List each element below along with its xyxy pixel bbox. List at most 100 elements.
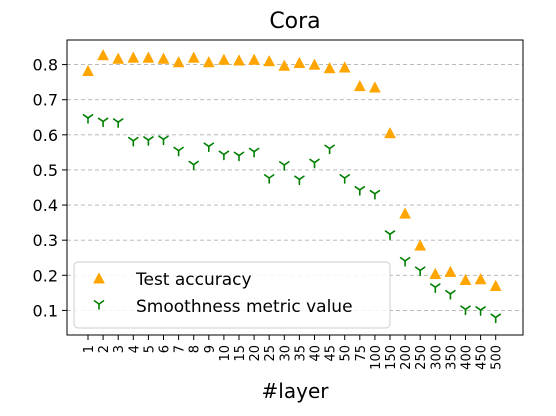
x-tick-label: 9 [203,345,218,353]
x-tick-label: 1 [82,345,97,353]
accuracy-point [142,51,155,63]
accuracy-point [429,267,442,280]
x-tick-label: 5 [142,345,157,353]
smoothness-point [369,189,381,200]
accuracy-point [278,59,291,71]
accuracy-point [217,53,230,65]
y-tick-label: 0.8 [33,56,58,75]
y-tick-label: 0.2 [33,266,58,285]
x-tick-label: 25 [263,345,278,362]
x-tick-label: 35 [293,345,308,362]
accuracy-point [444,265,457,277]
x-tick-label: 10 [218,345,233,362]
legend-marker-test-accuracy [93,272,105,284]
y-tick-label: 0.6 [33,126,58,145]
x-tick-label: 45 [324,345,339,362]
accuracy-point [323,61,336,74]
series-test-accuracy [82,48,502,291]
y-tick-label: 0.3 [33,231,58,250]
accuracy-point [172,56,185,68]
smoothness-point [475,306,486,316]
x-axis-ticks: 1 2 3 4 5 6 7 8 9 10 15 20 25 30 35 40 45 50 75 100 150 200 25… [82,335,505,370]
accuracy-point [112,52,125,64]
y-axis-ticks: 0.1 0.2 0.3 0.4 0.5 0.6 0.7 0.8 [33,56,67,320]
x-tick-label: 50 [339,345,354,362]
legend-label: Test accuracy [135,270,252,290]
smoothness-point [143,136,154,146]
accuracy-point [338,61,351,73]
smoothness-point [128,136,139,147]
legend-marker-smoothness [93,300,105,310]
accuracy-point [293,56,306,68]
x-tick-label: 300 [429,345,444,370]
smoothness-point [324,144,335,155]
smoothness-point [384,230,396,240]
x-tick-label: 200 [399,345,414,370]
x-tick-label: 20 [248,345,263,362]
y-tick-label: 0.5 [33,161,58,180]
smoothness-point [248,147,260,158]
accuracy-point [187,51,200,63]
smoothness-point [112,118,124,128]
accuracy-point [233,54,245,66]
accuracy-point [353,79,366,92]
smoothness-point [188,160,199,171]
x-tick-label: 500 [490,345,505,370]
x-tick-label: 7 [173,345,188,353]
accuracy-point [97,48,110,61]
accuracy-point [399,207,412,219]
legend-box [73,261,391,329]
smoothness-point [82,114,94,124]
legend: Test accuracy Smoothness metric value [73,261,391,329]
smoothness-point [445,289,456,300]
x-tick-label: 250 [414,345,429,370]
smoothness-point [339,174,351,184]
x-tick-label: 75 [354,345,369,362]
accuracy-point [202,56,215,68]
smoothness-point [354,186,366,196]
accuracy-point [82,64,94,77]
y-tick-label: 0.7 [33,91,58,110]
smoothness-point [490,313,502,324]
plot-frame [66,39,524,336]
x-tick-label: 15 [233,345,248,362]
accuracy-point [248,53,261,65]
accuracy-point [368,81,381,93]
accuracy-point [384,126,396,139]
x-tick-label: 6 [158,345,173,353]
x-axis-label: #layer [262,379,330,403]
smoothness-point [218,150,230,161]
smoothness-point [294,175,305,186]
plot-marks [82,48,502,324]
x-tick-label: 2 [97,345,112,353]
x-tick-label: 150 [384,345,399,370]
x-tick-label: 8 [188,345,203,353]
accuracy-point [157,52,170,64]
accuracy-point [308,58,321,70]
y-tick-label: 0.1 [33,301,58,320]
smoothness-point [203,142,215,153]
smoothness-point [173,146,184,157]
x-tick-label: 4 [127,345,142,353]
smoothness-point [414,266,426,277]
legend-label: Smoothness metric value [136,297,353,317]
smoothness-point [399,256,411,267]
smoothness-point [97,117,109,128]
series-smoothness-metric [82,114,502,324]
x-tick-label: 450 [475,345,490,370]
x-tick-label: 400 [460,345,475,370]
accuracy-point [414,239,427,251]
smoothness-point [263,174,275,184]
x-tick-label: 100 [369,345,384,370]
smoothness-point [233,151,245,162]
smoothness-point [158,135,169,146]
x-tick-label: 30 [278,345,293,362]
accuracy-point [127,51,140,63]
x-tick-label: 350 [444,345,459,370]
x-tick-label: 40 [309,345,324,362]
smoothness-point [460,305,471,316]
smoothness-point [429,283,441,293]
accuracy-point [459,273,472,285]
chart-title: Cora [269,9,320,34]
